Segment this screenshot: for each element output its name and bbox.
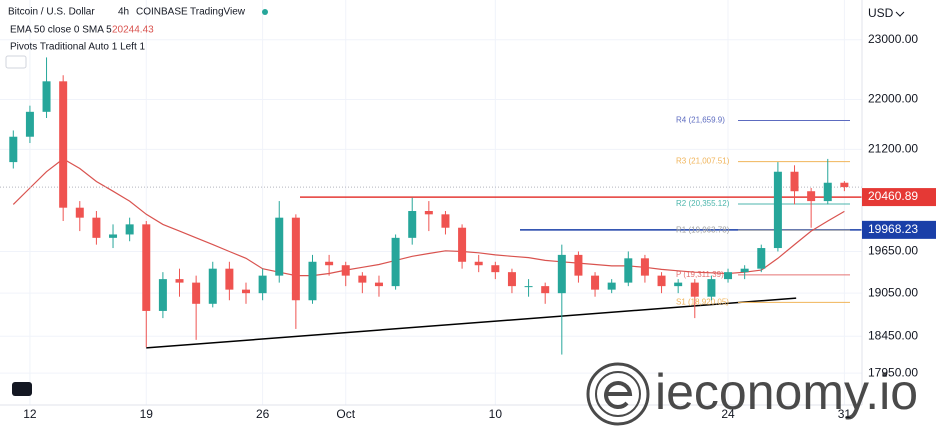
candle-body (757, 248, 766, 269)
interval: 4h (118, 7, 129, 18)
candle-body (175, 279, 184, 283)
x-tick-label: 12 (23, 407, 37, 421)
candle-body (275, 217, 284, 276)
candle-body (92, 217, 101, 238)
candle-body (75, 207, 84, 218)
candle-body (674, 282, 683, 287)
currency[interactable]: USD (868, 6, 894, 20)
y-tick-label: 18450.00 (868, 328, 918, 342)
candle-body (491, 265, 500, 273)
candle-body (807, 191, 816, 202)
pivot-label: R4 (21,659.9) (676, 116, 725, 125)
candle-body (458, 227, 467, 262)
source: TradingView (190, 7, 246, 18)
logo-ring (586, 362, 650, 426)
logo-ring (595, 371, 641, 417)
watermark-text: ieconomy.io (655, 364, 918, 420)
candle-body (208, 268, 217, 304)
y-tick-label: 21200.00 (868, 142, 918, 156)
plot-area: R4 (21,659.9) R3 (21,007.51) R2 (20,355.12… (0, 0, 862, 405)
candle-body (441, 214, 450, 228)
tv-logo-shape (12, 382, 32, 396)
price-label-bg (862, 220, 936, 239)
candle-body (242, 289, 251, 294)
candle-body (258, 275, 267, 294)
watermark: ieconomy.io (586, 362, 918, 426)
price-label: 20460.89 (868, 189, 918, 203)
candle-body (507, 272, 516, 287)
candle-body (640, 258, 649, 276)
pivot-label: R1 (19,963.78) (676, 225, 730, 234)
candle-body (225, 268, 234, 290)
candle-body (823, 182, 832, 202)
candle-body (740, 268, 749, 273)
y-tick-label: 19650.00 (868, 244, 918, 258)
candle-body (192, 282, 201, 304)
candle-body (9, 136, 18, 163)
x-tick-label: 19 (140, 407, 154, 421)
candle-body (707, 279, 716, 297)
ema-value: 20244.43 (112, 25, 154, 36)
x-tick-label: Oct (336, 407, 355, 421)
x-tick-label: 26 (256, 407, 270, 421)
y-tick-label: 17950.00 (868, 365, 918, 379)
candle-body (42, 81, 51, 112)
x-tick-label: 31 (838, 407, 852, 421)
candle-body (657, 275, 666, 287)
candle-body (690, 282, 699, 297)
y-tick-label: 19050.00 (868, 285, 918, 299)
candle-body (325, 261, 334, 266)
candle-body (574, 254, 583, 276)
candle-body (424, 211, 433, 215)
candle-body (840, 182, 849, 188)
pivot-label: P (19,311.39) (676, 270, 724, 279)
candle-body (408, 211, 417, 238)
x-tick-label: 24 (721, 407, 735, 421)
candle-body (109, 234, 118, 238)
candle-body (308, 261, 317, 301)
symbol: Bitcoin / U.S. Dollar (8, 7, 95, 18)
candle-body (391, 237, 400, 287)
pivot-label: R2 (20,355.12) (676, 199, 730, 208)
exchange: COINBASE (136, 7, 188, 18)
candle-body (624, 258, 633, 283)
logo-e (604, 381, 633, 409)
candle-body (474, 261, 483, 266)
candle-body (724, 272, 733, 280)
candle-body (25, 111, 34, 137)
candle-body (358, 275, 367, 283)
candle-body (591, 275, 600, 290)
status-dot (262, 9, 268, 15)
candle-body (607, 282, 616, 290)
ema-title: EMA 50 close 0 SMA 5 (10, 25, 112, 36)
candle-body (125, 224, 134, 235)
candle-body (59, 81, 68, 208)
price-label-bg (862, 188, 936, 207)
candle-body (142, 224, 151, 311)
y-tick-label: 22000.00 (868, 92, 918, 106)
x-tick-label: 10 (489, 407, 503, 421)
candle-body (790, 171, 799, 192)
trend-line (146, 297, 797, 349)
ema-line (12, 158, 845, 277)
candle-body (158, 279, 167, 311)
pivot-label: S1 (18,920.05) (676, 297, 729, 306)
currency-dropdown[interactable] (895, 11, 905, 17)
candle-body (773, 171, 782, 249)
pivots-title: Pivots Traditional Auto 1 Left 1 (10, 42, 146, 53)
candle-body (557, 254, 566, 294)
collapse-button[interactable] (5, 55, 27, 69)
candle-body (524, 286, 533, 288)
tv-logo (12, 382, 32, 396)
price-label: 19968.23 (868, 222, 918, 236)
y-tick-label: 23000.00 (868, 32, 918, 46)
candle-body (341, 265, 350, 276)
candle-body (374, 282, 383, 287)
candle-body (291, 217, 300, 301)
candle-body (541, 286, 550, 294)
pivot-label: R3 (21,007.51) (676, 157, 730, 166)
